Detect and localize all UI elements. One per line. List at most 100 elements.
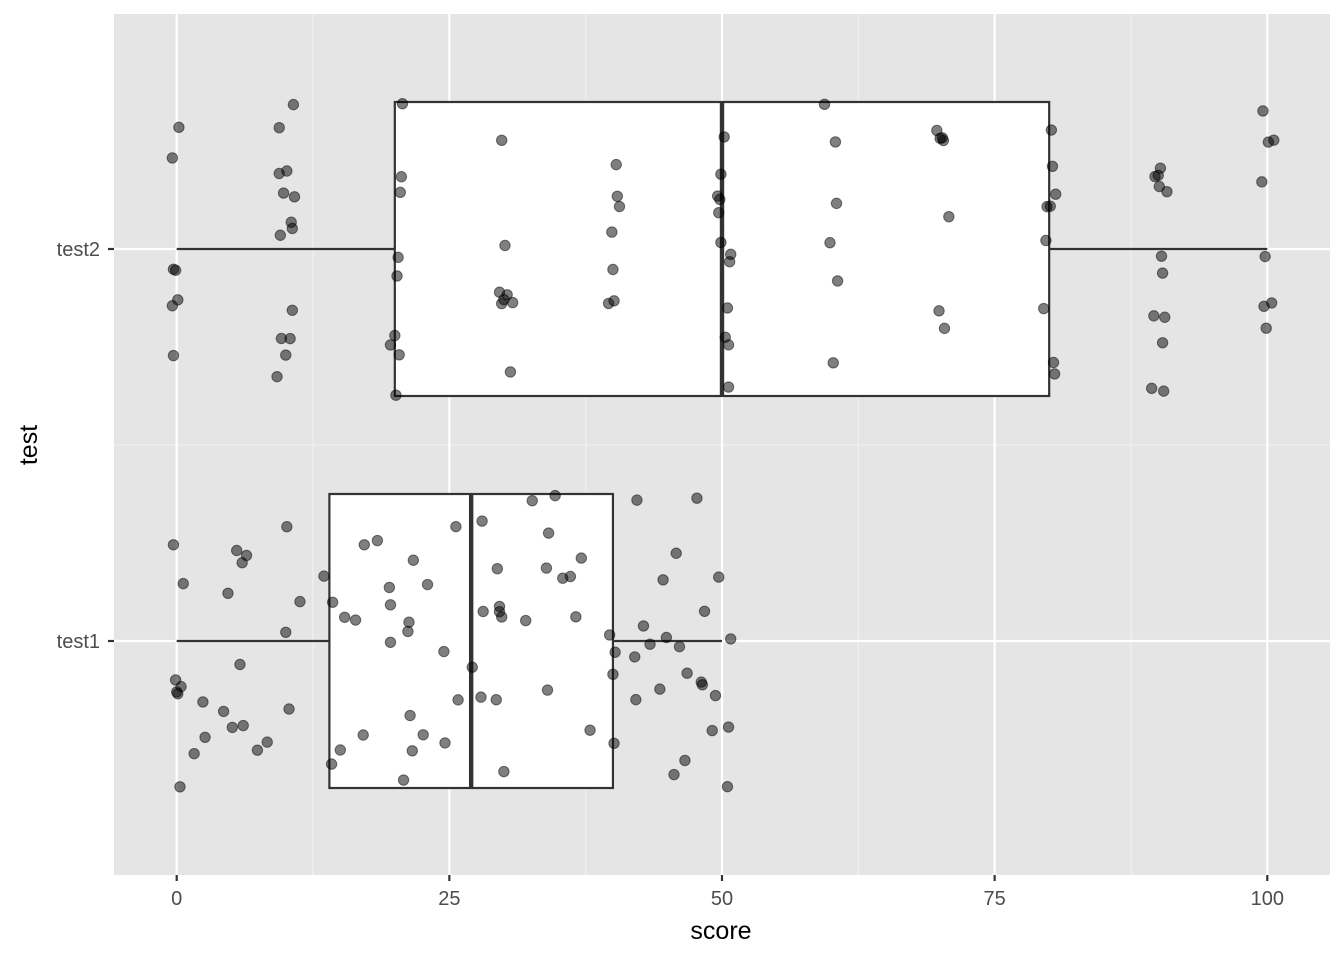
data-point bbox=[1146, 383, 1156, 393]
data-point bbox=[1047, 161, 1057, 171]
data-point bbox=[630, 652, 640, 662]
data-point bbox=[603, 298, 613, 308]
data-point bbox=[372, 535, 382, 545]
data-point bbox=[819, 99, 829, 109]
data-point bbox=[939, 323, 949, 333]
data-point bbox=[476, 692, 486, 702]
data-point bbox=[384, 582, 394, 592]
data-point bbox=[167, 301, 177, 311]
data-point bbox=[282, 522, 292, 532]
data-point bbox=[1257, 177, 1267, 187]
data-point bbox=[272, 371, 282, 381]
data-point bbox=[542, 685, 552, 695]
data-point bbox=[497, 135, 507, 145]
data-point bbox=[281, 350, 291, 360]
data-point bbox=[172, 687, 182, 697]
data-point bbox=[467, 662, 477, 672]
data-point bbox=[390, 330, 400, 340]
data-point bbox=[714, 207, 724, 217]
data-point bbox=[397, 98, 407, 108]
x-axis-title: score bbox=[690, 917, 751, 945]
data-point bbox=[499, 766, 509, 776]
data-point bbox=[497, 612, 507, 622]
data-point bbox=[408, 555, 418, 565]
data-point bbox=[726, 634, 736, 644]
data-point bbox=[396, 172, 406, 182]
data-point bbox=[934, 306, 944, 316]
data-point bbox=[1261, 323, 1271, 333]
data-point bbox=[671, 548, 681, 558]
data-point bbox=[235, 659, 245, 669]
data-point bbox=[825, 238, 835, 248]
data-point bbox=[231, 545, 241, 555]
data-point bbox=[385, 340, 395, 350]
data-point bbox=[393, 252, 403, 262]
data-point bbox=[1160, 312, 1170, 322]
data-point bbox=[680, 755, 690, 765]
data-point bbox=[168, 350, 178, 360]
data-point bbox=[1041, 235, 1051, 245]
data-point bbox=[282, 166, 292, 176]
data-point bbox=[944, 211, 954, 221]
data-point bbox=[223, 588, 233, 598]
data-point bbox=[1258, 106, 1268, 116]
data-point bbox=[655, 684, 665, 694]
data-point bbox=[418, 730, 428, 740]
data-point bbox=[638, 621, 648, 631]
data-point bbox=[422, 579, 432, 589]
data-point bbox=[288, 99, 298, 109]
data-point bbox=[1156, 251, 1166, 261]
data-point bbox=[571, 612, 581, 622]
data-point bbox=[614, 201, 624, 211]
data-point bbox=[610, 647, 620, 657]
data-point bbox=[189, 748, 199, 758]
data-point bbox=[1269, 135, 1279, 145]
data-point bbox=[645, 639, 655, 649]
data-point bbox=[505, 367, 515, 377]
x-tick-label: 75 bbox=[984, 888, 1006, 910]
data-point bbox=[295, 596, 305, 606]
data-point bbox=[262, 737, 272, 747]
data-point bbox=[585, 725, 595, 735]
data-point bbox=[326, 759, 336, 769]
data-point bbox=[831, 198, 841, 208]
data-point bbox=[828, 358, 838, 368]
data-point bbox=[576, 553, 586, 563]
data-point bbox=[287, 223, 297, 233]
data-point bbox=[407, 746, 417, 756]
data-point bbox=[391, 390, 401, 400]
data-point bbox=[608, 669, 618, 679]
data-point bbox=[527, 496, 537, 506]
y-tick-label: test2 bbox=[57, 239, 100, 261]
data-point bbox=[385, 600, 395, 610]
data-point bbox=[716, 169, 726, 179]
data-point bbox=[439, 646, 449, 656]
data-point bbox=[398, 775, 408, 785]
data-point bbox=[227, 722, 237, 732]
data-point bbox=[1046, 125, 1056, 135]
data-point bbox=[218, 706, 228, 716]
data-point bbox=[716, 237, 726, 247]
y-axis-title: test bbox=[15, 425, 43, 465]
data-point bbox=[658, 575, 668, 585]
data-point bbox=[604, 630, 614, 640]
data-point bbox=[200, 732, 210, 742]
data-point bbox=[275, 230, 285, 240]
data-point bbox=[1150, 171, 1160, 181]
data-point bbox=[722, 303, 732, 313]
data-point bbox=[453, 695, 463, 705]
data-point bbox=[252, 745, 262, 755]
data-point bbox=[631, 694, 641, 704]
data-point bbox=[404, 617, 414, 627]
data-point bbox=[281, 627, 291, 637]
data-point bbox=[319, 571, 329, 581]
data-point bbox=[1154, 181, 1164, 191]
data-point bbox=[178, 578, 188, 588]
data-point bbox=[167, 153, 177, 163]
data-point bbox=[692, 493, 702, 503]
data-point bbox=[170, 675, 180, 685]
data-point bbox=[350, 615, 360, 625]
data-point bbox=[710, 690, 720, 700]
data-point bbox=[168, 540, 178, 550]
